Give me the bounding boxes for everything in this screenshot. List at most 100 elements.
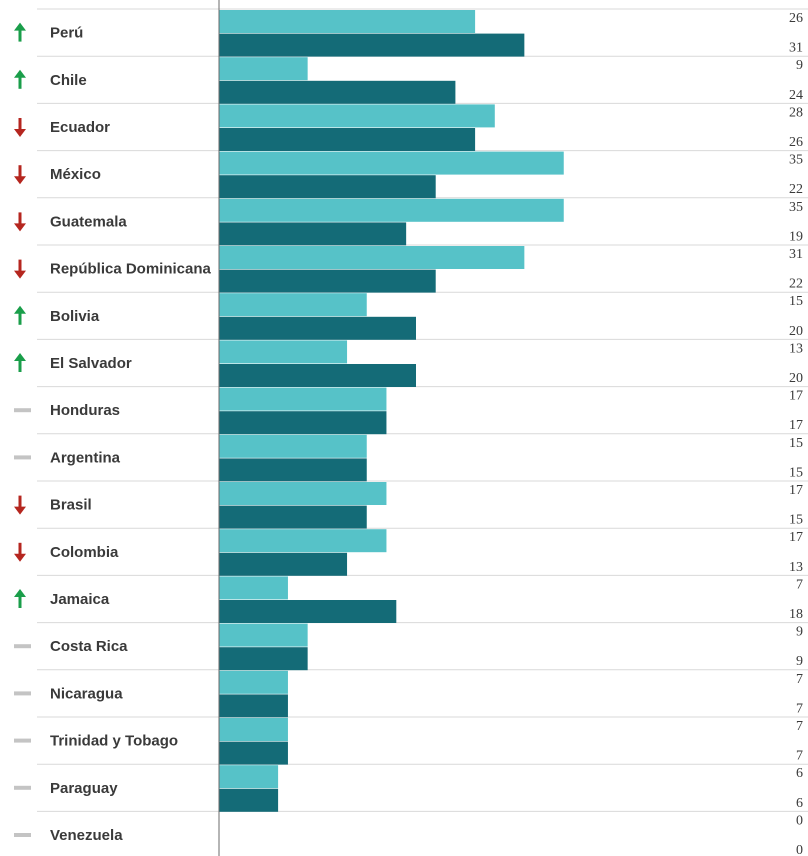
value-label-series-1: 6	[796, 766, 803, 781]
dash-icon	[14, 833, 31, 837]
country-label: Venezuela	[50, 827, 123, 844]
value-label-series-1: 28	[789, 105, 803, 120]
bar-series-1	[219, 387, 387, 411]
bar-series-1	[219, 434, 367, 458]
value-label-series-2: 0	[796, 843, 803, 856]
bar-series-2	[219, 269, 436, 293]
country-label: Nicaragua	[50, 685, 123, 702]
bar-series-1	[219, 340, 348, 364]
country-label: Trinidad y Tobago	[50, 733, 178, 750]
dash-icon	[14, 644, 31, 649]
bar-series-2	[219, 80, 456, 104]
value-label-series-2: 31	[789, 41, 803, 56]
bar-series-2	[219, 33, 525, 57]
value-label-series-1: 7	[796, 672, 803, 687]
bar-series-1	[219, 576, 288, 600]
arrow-down-icon	[14, 212, 26, 232]
bar-series-2	[219, 788, 279, 812]
country-label: México	[50, 166, 101, 183]
value-label-series-1: 7	[796, 577, 803, 592]
bar-series-2	[219, 741, 288, 765]
country-label: Argentina	[50, 449, 121, 466]
bar-series-1	[219, 151, 564, 175]
value-label-series-1: 7	[796, 719, 803, 734]
bar-series-2	[219, 175, 436, 199]
bar-series-1	[219, 623, 308, 647]
value-label-series-1: 0	[796, 813, 803, 828]
value-label-series-2: 13	[789, 560, 803, 575]
value-label-series-1: 15	[789, 294, 803, 309]
bar-series-1	[219, 718, 288, 741]
country-label: Jamaica	[50, 591, 110, 608]
bar-series-1	[219, 246, 525, 269]
country-label: Colombia	[50, 544, 119, 561]
country-label: Ecuador	[50, 119, 110, 136]
bar-series-2	[219, 694, 288, 718]
bar-series-1	[219, 198, 564, 222]
arrow-down-icon	[14, 495, 26, 515]
arrow-down-icon	[14, 118, 26, 137]
arrow-up-icon	[14, 69, 26, 89]
bar-series-1	[219, 10, 476, 33]
value-label-series-1: 9	[796, 625, 803, 640]
bar-series-2	[219, 458, 367, 482]
value-label-series-1: 13	[789, 341, 803, 356]
value-label-series-1: 35	[789, 153, 803, 168]
bar-series-2	[219, 552, 348, 576]
value-label-series-1: 35	[789, 200, 803, 215]
bar-series-2	[219, 364, 416, 387]
value-label-series-2: 24	[789, 88, 803, 103]
arrow-up-icon	[14, 22, 26, 42]
value-label-series-2: 20	[789, 324, 803, 339]
value-label-series-1: 17	[789, 483, 803, 498]
arrow-down-icon	[14, 542, 26, 562]
dash-icon	[14, 455, 31, 460]
bar-series-1	[219, 293, 367, 317]
dash-icon	[14, 408, 31, 413]
value-label-series-2: 18	[789, 607, 803, 622]
arrow-down-icon	[14, 165, 26, 185]
bar-series-2	[219, 600, 397, 623]
value-label-series-2: 17	[789, 418, 803, 433]
country-label: Brasil	[50, 497, 92, 514]
bar-series-1	[219, 765, 279, 789]
value-label-series-2: 19	[789, 229, 803, 244]
bar-series-2	[219, 411, 387, 435]
value-label-series-1: 9	[796, 58, 803, 73]
arrow-down-icon	[14, 259, 26, 279]
country-label: El Salvador	[50, 355, 132, 372]
country-label: Perú	[50, 25, 83, 42]
bar-series-2	[219, 647, 308, 671]
bar-series-2	[219, 505, 367, 529]
value-label-series-2: 22	[789, 182, 803, 197]
dash-icon	[14, 738, 31, 743]
value-label-series-2: 7	[796, 749, 803, 764]
bar-series-1	[219, 670, 288, 694]
bar-series-2	[219, 222, 407, 246]
value-label-series-2: 15	[789, 465, 803, 480]
country-label: Bolivia	[50, 308, 100, 325]
dash-icon	[14, 785, 31, 790]
country-label: República Dominicana	[50, 261, 212, 278]
value-label-series-2: 15	[789, 513, 803, 528]
country-label: Paraguay	[50, 780, 118, 797]
value-label-series-2: 7	[796, 701, 803, 716]
value-label-series-1: 31	[789, 247, 803, 262]
bar-series-1	[219, 57, 308, 81]
country-label: Guatemala	[50, 213, 127, 230]
country-label: Chile	[50, 72, 87, 89]
value-label-series-2: 26	[789, 135, 803, 150]
value-label-series-1: 26	[789, 11, 803, 26]
value-label-series-2: 20	[789, 371, 803, 386]
bar-series-1	[219, 482, 387, 505]
arrow-up-icon	[14, 589, 26, 608]
country-label: Honduras	[50, 402, 120, 419]
value-label-series-1: 17	[789, 389, 803, 404]
dash-icon	[14, 691, 31, 696]
value-label-series-2: 6	[796, 796, 803, 811]
bar-series-2	[219, 316, 416, 340]
value-label-series-1: 15	[789, 436, 803, 451]
bar-series-1	[219, 104, 495, 128]
arrow-up-icon	[14, 353, 26, 372]
